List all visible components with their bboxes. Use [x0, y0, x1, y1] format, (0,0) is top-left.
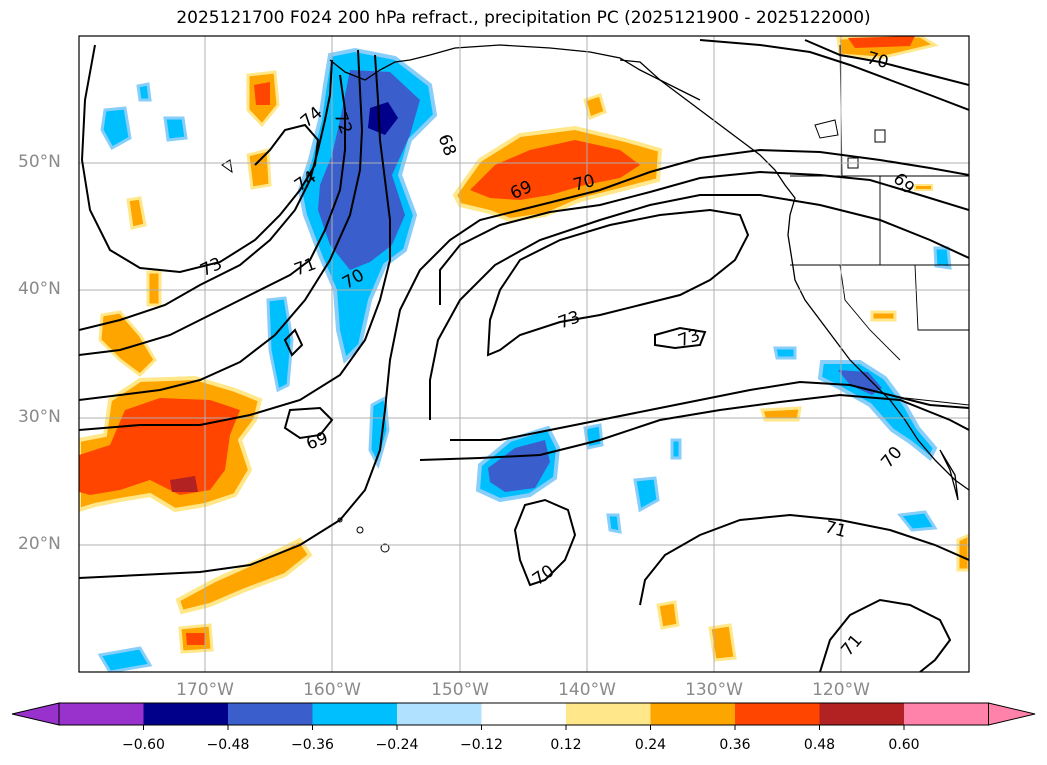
lat-label: 20°N — [18, 534, 61, 554]
colorbar-segment — [312, 703, 397, 725]
precip-negative-central — [475, 425, 561, 503]
contour-label: 73 — [556, 307, 583, 333]
colorbar-tick-label: 0.12 — [550, 737, 582, 753]
lon-label: 170°W — [176, 680, 234, 700]
precip-positive-south — [175, 36, 969, 662]
colorbar-segment — [397, 703, 482, 725]
colorbar-tick-label: −0.36 — [291, 737, 334, 753]
contour-label: 73 — [197, 254, 225, 281]
precip-negative-small — [97, 82, 952, 672]
colorbar-tick-label: 0.24 — [634, 737, 667, 753]
colorbar-tick-label: −0.48 — [206, 737, 250, 753]
contour-label: 69 — [304, 428, 331, 454]
colorbar-segment — [143, 703, 228, 725]
colorbar-segment — [228, 703, 313, 725]
lon-label: 140°W — [558, 680, 616, 700]
colorbar-tick-label: −0.24 — [375, 737, 419, 753]
lon-label: 150°W — [431, 680, 489, 700]
page-title: 2025121700 F024 200 hPa refract., precip… — [176, 8, 871, 28]
colorbar-tick-label: 0.36 — [719, 737, 751, 753]
contour-label: 71 — [823, 517, 849, 542]
refractivity-contours — [79, 39, 969, 672]
gridlines — [79, 36, 969, 672]
precip-negative-california — [817, 360, 938, 462]
lat-label: 30°N — [18, 407, 61, 427]
precip-positive-pacific-nw — [452, 93, 663, 223]
colorbar-segment — [481, 703, 566, 725]
lon-label: 120°W — [812, 680, 870, 700]
contour-label: 68 — [434, 132, 460, 159]
contour-label: 70 — [877, 443, 906, 472]
lat-label: 40°N — [18, 279, 61, 299]
contour-label: 70 — [529, 561, 558, 590]
colorbar-tick-label: 0.60 — [888, 737, 920, 753]
colorbar-tick-label: −0.60 — [122, 737, 165, 753]
coastlines — [329, 44, 969, 501]
lon-label: 160°W — [303, 680, 361, 700]
lon-label: 130°W — [685, 680, 743, 700]
colorbar-tick-label: 0.48 — [803, 737, 836, 753]
colorbar-outline — [58, 702, 989, 726]
colorbar-segment — [566, 703, 651, 725]
map-frame — [78, 35, 970, 673]
colorbar-under-arrow — [11, 702, 60, 726]
contour-label: 71 — [292, 254, 319, 280]
precip-negative-main — [297, 47, 438, 364]
colorbar-segment — [904, 703, 989, 725]
contour-label: 71 — [837, 631, 866, 660]
colorbar-segment — [735, 703, 820, 725]
colorbar-segment — [59, 703, 144, 725]
colorbar-tick-label: −0.12 — [460, 737, 503, 753]
colorbar-segment — [819, 703, 904, 725]
contour-label: 69 — [889, 169, 918, 198]
precip-positive-west — [79, 70, 280, 513]
lat-label: 50°N — [18, 152, 61, 172]
map-area: 73 71 70 74 74 72 68 69 70 73 73 69 70 7… — [79, 36, 969, 672]
contour-label: 70 — [865, 48, 891, 73]
colorbar — [11, 702, 1036, 730]
colorbar-over-arrow — [988, 702, 1036, 726]
colorbar-segment — [650, 703, 735, 725]
